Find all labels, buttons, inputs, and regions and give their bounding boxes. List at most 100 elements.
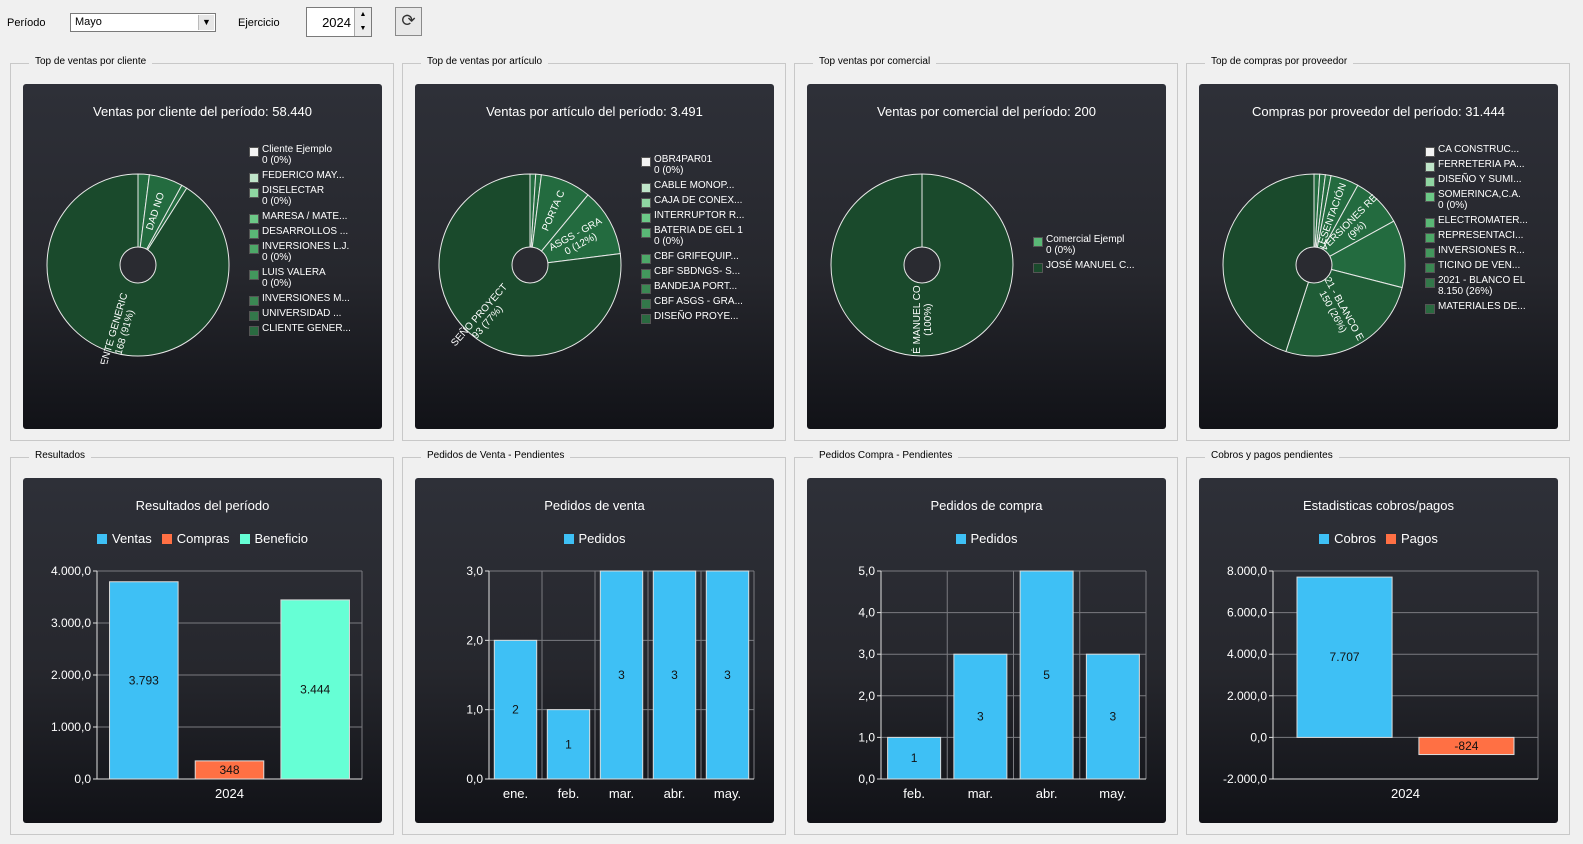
y-tick-label: 1,0	[466, 703, 483, 717]
legend-item[interactable]: DESARROLLOS ...	[249, 226, 351, 239]
x-tick-label: may.	[714, 786, 741, 801]
legend-item[interactable]: JOSÉ MANUEL C...	[1033, 260, 1135, 273]
pie-slice[interactable]	[1222, 173, 1315, 353]
legend-item[interactable]: BANDEJA PORT...	[641, 281, 744, 294]
chart-panel-pedidos-compra: Pedidos de compra Pedidos 0,0 1,0 2,0 3,0 4,0 5…	[807, 478, 1166, 823]
legend-item[interactable]: MARESA / MATE...	[249, 211, 351, 224]
bar[interactable]	[887, 736, 942, 780]
legend-item[interactable]: CA CONSTRUC...	[1425, 144, 1528, 157]
chevron-down-icon[interactable]: ▼	[198, 15, 214, 30]
legend-label: DISELECTAR	[262, 185, 325, 196]
legend-item[interactable]: Ventas	[97, 531, 152, 546]
legend-item[interactable]: CBF ASGS - GRA...	[641, 296, 744, 309]
chart-panel-compras-proveedor: Compras por proveedor del período: 31.44…	[1199, 84, 1558, 429]
legend-swatch	[1425, 147, 1435, 157]
group-title: Top de ventas por cliente	[29, 56, 153, 67]
x-tick-label: feb.	[558, 786, 580, 801]
legend-swatch	[641, 198, 651, 208]
chart-title: Ventas por comercial del período: 200	[877, 104, 1096, 119]
chart-title: Ventas por artículo del período: 3.491	[486, 104, 703, 119]
bar[interactable]	[493, 639, 538, 780]
legend-swatch	[1425, 233, 1435, 243]
bar-value-label: 7.707	[1330, 650, 1360, 664]
legend-item[interactable]: OBR4PAR01 0 (0%)	[641, 154, 744, 176]
legend-item[interactable]: Pedidos	[563, 531, 625, 546]
group-top-ventas-comercial: Top ventas por comercial Ventas por come…	[794, 56, 1178, 441]
legend-label: INTERRUPTOR R...	[654, 210, 745, 221]
bar[interactable]	[194, 760, 265, 780]
legend-item[interactable]: UNIVERSIDAD ...	[249, 308, 351, 321]
legend-item[interactable]: INVERSIONES R...	[1425, 245, 1528, 258]
legend-item[interactable]: Pedidos	[955, 531, 1017, 546]
legend-item[interactable]: CBF SBDNGS- S...	[641, 266, 744, 279]
legend-item[interactable]: SOMERINCA,C.A. 0 (0%)	[1425, 189, 1528, 211]
bar-value-label: 348	[219, 763, 239, 777]
periodo-select[interactable]: Mayo ▼	[70, 13, 216, 32]
y-tick-label: 3,0	[466, 564, 483, 578]
bar[interactable]	[652, 570, 697, 780]
bar[interactable]	[546, 709, 591, 780]
legend-item[interactable]: 2021 - BLANCO EL 8.150 (26%)	[1425, 275, 1528, 297]
legend-item[interactable]: CLIENTE GENER...	[249, 323, 351, 336]
legend-item[interactable]: INTERRUPTOR R...	[641, 210, 745, 223]
legend-swatch	[1386, 534, 1397, 544]
refresh-button[interactable]: ⟳	[395, 7, 422, 36]
legend-item[interactable]: REPRESENTACI...	[1425, 230, 1528, 243]
y-tick-label: 4.000,0	[1227, 647, 1267, 661]
bar[interactable]	[280, 599, 350, 780]
legend-swatch	[1425, 278, 1435, 288]
pie-slice[interactable]	[528, 194, 621, 266]
bar[interactable]	[599, 570, 644, 780]
legend-item[interactable]: MATERIALES DE...	[1425, 301, 1528, 314]
pie-slice[interactable]	[1312, 220, 1406, 289]
legend-item[interactable]: DISEÑO PROYE...	[641, 311, 744, 324]
legend-item[interactable]: CAJA DE CONEX...	[641, 195, 744, 208]
legend-item[interactable]: Pagos	[1386, 531, 1438, 546]
y-tick-label: 2,0	[466, 633, 483, 647]
legend-item[interactable]: Cliente Ejemplo 0 (0%)	[249, 144, 351, 166]
legend-label: JOSÉ MANUEL C...	[1046, 260, 1135, 271]
legend-sub: 0 (0%)	[654, 236, 684, 247]
bar[interactable]	[1296, 576, 1393, 738]
bar-chart: 0,0 1,0 2,0 3,0 4,0 5,0 feb. 1 mar. 3 abr. 5 may. 3	[858, 564, 1147, 801]
legend-item[interactable]: DISEÑO Y SUMI...	[1425, 174, 1528, 187]
bar[interactable]	[705, 570, 750, 780]
group-top-ventas-articulo: Top de ventas por artículo Ventas por ar…	[402, 56, 786, 441]
legend-label: CBF GRIFEQUIP...	[654, 251, 739, 262]
legend-item[interactable]: LUIS VALERA 0 (0%)	[249, 267, 351, 289]
legend-item[interactable]: Compras	[161, 531, 230, 546]
legend-item[interactable]: INVERSIONES M...	[249, 293, 351, 306]
legend-swatch	[1425, 177, 1435, 187]
legend-sub: 0 (0%)	[262, 278, 292, 289]
legend-item[interactable]: TICINO DE VEN...	[1425, 260, 1528, 273]
ejercicio-spinbox[interactable]: 2024 ▲ ▼	[306, 7, 372, 37]
pie-slice[interactable]	[1285, 264, 1403, 357]
legend-item[interactable]: CBF GRIFEQUIP...	[641, 251, 744, 264]
bar[interactable]	[109, 581, 179, 780]
legend-item[interactable]: Cobros	[1319, 531, 1376, 546]
legend-item[interactable]: FERRETERIA PA...	[1425, 159, 1528, 172]
bar[interactable]	[1019, 570, 1074, 780]
spin-up-icon[interactable]: ▲	[354, 8, 371, 23]
legend-item[interactable]: INVERSIONES L.J. 0 (0%)	[249, 241, 351, 263]
chart-title: Resultados del período	[135, 498, 270, 513]
chart-panel-ventas-articulo: Ventas por artículo del período: 3.491 PO…	[415, 84, 774, 429]
ejercicio-value[interactable]: 2024	[322, 15, 351, 30]
legend-item[interactable]: Beneficio	[239, 531, 308, 546]
chart-panel-pedidos-venta: Pedidos de venta Pedidos 0,0 1,0 2,0 3,0 ene. 2…	[415, 478, 774, 823]
legend-item[interactable]: FEDERICO MAY...	[249, 170, 351, 183]
legend-swatch	[641, 284, 651, 294]
bar[interactable]	[1085, 653, 1140, 780]
group-title: Cobros y pagos pendientes	[1205, 450, 1339, 461]
legend-item[interactable]: DISELECTAR 0 (0%)	[249, 185, 351, 207]
legend-item[interactable]: ELECTROMATER...	[1425, 215, 1528, 228]
spin-down-icon[interactable]: ▼	[354, 22, 371, 36]
legend-item[interactable]: CABLE MONOP...	[641, 180, 744, 193]
legend-swatch	[563, 534, 574, 544]
bar-value-label: 1	[911, 751, 918, 765]
bar[interactable]	[953, 653, 1008, 780]
legend-item[interactable]: Comercial Ejempl 0 (0%)	[1033, 234, 1135, 256]
bar[interactable]	[1418, 736, 1515, 756]
